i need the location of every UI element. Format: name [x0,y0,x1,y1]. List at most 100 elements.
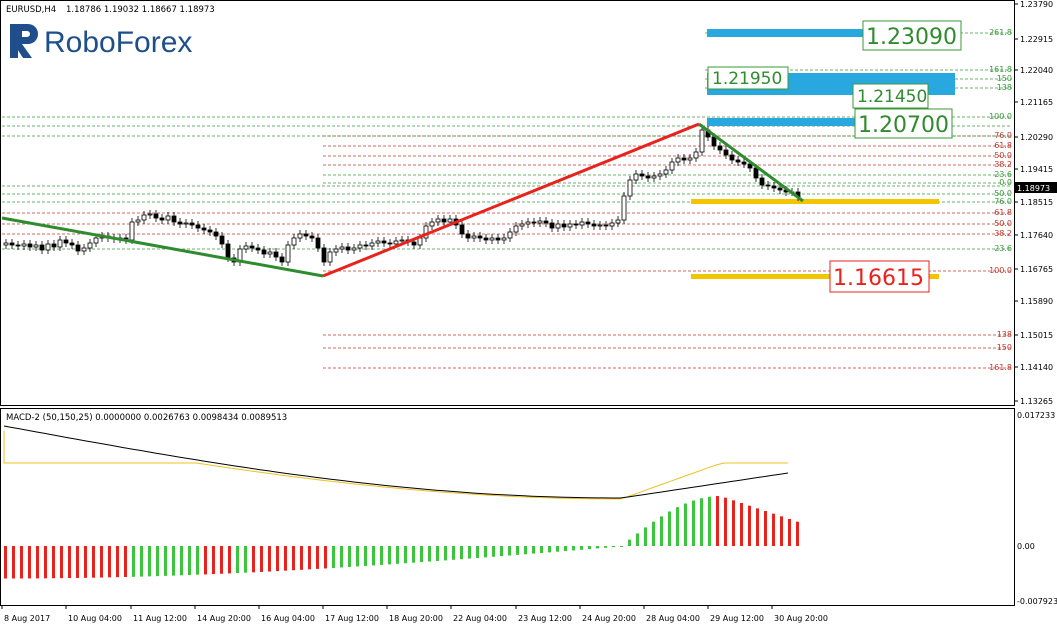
macd-histogram-bar [428,546,431,562]
candle-body [63,239,69,244]
macd-axis-zero: 0.00 [1017,542,1035,551]
price-label: 1.13265 [1020,397,1053,406]
macd-histogram-bar [788,519,791,546]
candle-body [279,256,285,263]
macd-histogram-bar [596,546,599,549]
time-label: 8 Aug 2017 [4,614,50,623]
macd-histogram-bar [604,546,607,548]
candle-body [429,221,435,227]
candle-body [225,243,231,259]
price-label: 1.18515 [1020,198,1053,207]
candle-body [321,247,327,263]
macd-frame [0,408,1015,606]
candle-body [669,161,675,171]
candle-body [609,222,615,227]
candle-body [9,242,15,246]
macd-histogram-bar [28,546,31,579]
macd-histogram-bar [204,546,207,575]
price-label: 1.21165 [1020,98,1053,107]
candle-body [735,159,741,163]
target-1-label: 1.23090 [866,25,957,50]
price-label: 1.17640 [1020,231,1053,240]
trend-lines [1,122,804,278]
price-label: 1.15890 [1020,297,1053,306]
candle-body [45,243,51,251]
macd-histogram-bar [420,546,423,563]
candle-body [753,167,759,179]
macd-histogram-bar [772,513,775,546]
candle-body [81,247,87,252]
candle-body [477,235,483,239]
candle-body [447,218,453,223]
macd-histogram-bar [764,511,767,546]
candle-body [195,224,201,229]
macd-histogram-bar [284,546,287,571]
fib-label: 23.6 [994,244,1012,253]
macd-histogram-bar [652,521,655,546]
macd-histogram-bar [740,503,743,546]
macd-histogram-bar [780,516,783,546]
candle-body [513,225,519,233]
candle-body [357,244,363,249]
downtrend-line-1 [1,216,324,278]
candle-body [39,244,45,251]
fib-label: 100.0 [989,112,1012,121]
candle-body [267,251,273,255]
macd-histogram-bar [380,546,383,565]
target-5-box: 1.16615 [829,260,930,293]
target-5-label: 1.16615 [833,266,924,291]
time-label: 22 Aug 04:00 [453,614,507,623]
time-label: 24 Aug 20:00 [582,614,636,623]
macd-histogram-bar [756,508,759,546]
macd-histogram-bar [708,496,711,546]
candle-body [711,136,717,147]
candle-body [561,223,567,228]
macd-histogram-bar [340,546,343,568]
macd-histogram-bar [716,496,719,546]
fib-label: 61.8 [994,208,1012,217]
macd-axis-bottom: -0.007923 [1017,597,1057,606]
macd-axis-top: 0.017233 [1017,411,1055,420]
fib-label: 38.2 [994,160,1012,169]
macd-histogram-bar [372,546,375,566]
target-2-box: 1.21950 [707,66,789,90]
macd-histogram-bar [100,546,103,578]
uptrend-line [322,122,700,278]
macd-histogram-bar [532,546,535,554]
macd-histogram-bar [332,546,335,568]
time-axis: 8 Aug 2017 10 Aug 04:00 11 Aug 12:00 14 Aug… [1,605,828,623]
candle-body [285,244,291,263]
current-price-tag: 1.18973 [1015,182,1057,193]
macd-histogram-bar [580,546,583,550]
candle-body [663,169,669,175]
candle-body [87,242,93,249]
macd-histogram-bar [132,546,135,577]
candle-body [585,221,591,225]
macd-histogram-bar [76,546,79,578]
macd-histogram-bar [316,546,319,569]
candle-body [213,231,219,237]
macd-histogram-bar [108,546,111,578]
candle-body [537,220,543,224]
macd-histogram-bar [660,516,663,546]
candle-body [759,177,765,186]
downtrend-line-2 [698,122,804,203]
macd-histogram-bar [436,546,439,561]
macd-histogram-bar [396,546,399,564]
candle-body [147,213,153,216]
macd-histogram-bar [548,546,551,553]
fib-label: 261.8 [989,28,1012,37]
macd-histogram-bar [676,507,679,546]
candle-body [501,237,507,241]
macd-histogram-bar [220,546,223,574]
macd-histogram-bar [68,546,71,579]
candle-body [303,233,309,237]
time-label: 17 Aug 12:00 [325,614,379,623]
candle-body [489,237,495,241]
candle-body [345,246,351,251]
time-label: 18 Aug 20:00 [389,614,443,623]
macd-histogram-bar [588,546,591,550]
macd-histogram-bar [700,498,703,546]
price-label: 1.16765 [1020,265,1053,274]
